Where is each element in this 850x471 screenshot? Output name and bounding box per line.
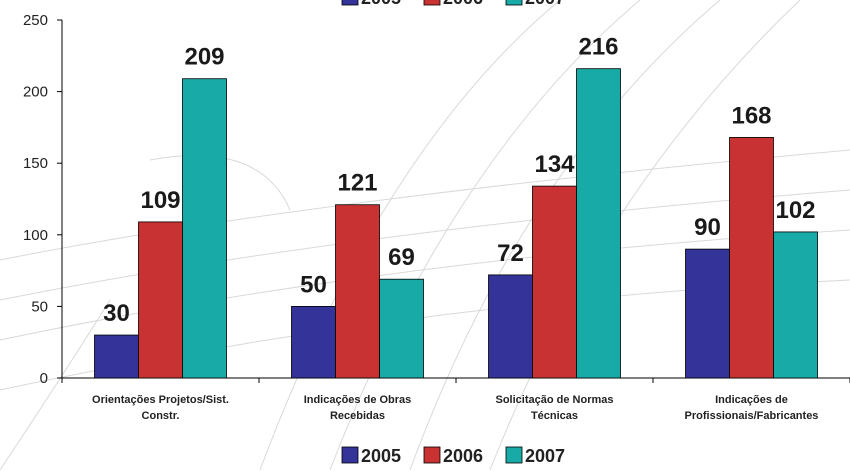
background-curve	[489, 0, 801, 471]
x-axis	[61, 377, 850, 383]
category-label-line: Recebidas	[330, 410, 385, 422]
data-label: 102	[775, 197, 815, 224]
data-label: 109	[140, 187, 180, 214]
bar-2005	[94, 334, 139, 379]
bar-2005	[291, 305, 336, 379]
legend-bottom: 2005 2006 2007	[341, 446, 565, 466]
bar-2006	[138, 221, 183, 379]
bar-2006	[729, 137, 774, 379]
category-label-line: Indicações de Obras	[304, 394, 412, 406]
y-tick-label: 150	[23, 155, 48, 172]
bar-2005	[685, 248, 730, 379]
data-label: 121	[337, 170, 377, 197]
data-label: 209	[184, 44, 224, 71]
legend-label-2005: 2005	[361, 446, 401, 466]
category-label-line: Profissionais/Fabricantes	[685, 410, 819, 422]
legend-swatch-2007	[505, 0, 523, 6]
legend-top: 2005 2006 2007	[341, 0, 565, 8]
y-axis: 0 50 100 150 200 250	[23, 12, 63, 387]
background-curve	[149, 155, 291, 211]
background-curve	[0, 229, 850, 341]
category-labels: Orientações Projetos/Sist. Constr. Indicaç…	[92, 394, 818, 422]
category-label: Indicações de Profissionais/Fabricantes	[685, 394, 819, 422]
y-tick-label: 0	[40, 370, 48, 387]
y-tick-label: 200	[23, 84, 48, 101]
category-label-line: Constr.	[142, 410, 180, 422]
category-label: Orientações Projetos/Sist. Constr.	[92, 394, 229, 422]
y-tick-label: 250	[23, 12, 48, 29]
legend-swatch-2006	[423, 446, 441, 464]
data-label: 50	[300, 271, 327, 298]
legend-label-2007: 2007	[525, 0, 565, 8]
y-tick-label: 100	[23, 227, 48, 244]
data-label: 90	[694, 214, 721, 241]
data-label: 216	[578, 34, 618, 61]
bars	[94, 68, 818, 379]
y-tick-label: 50	[31, 298, 48, 315]
legend-swatch-2005	[341, 446, 359, 464]
data-labels: 30 109 209 50 121 69 72 134 216 90 168 102	[103, 34, 815, 327]
legend-swatch-2006	[423, 0, 441, 6]
data-label: 30	[103, 300, 130, 327]
legend-label-2005: 2005	[361, 0, 401, 8]
category-label-line: Técnicas	[531, 410, 578, 422]
data-label: 69	[388, 244, 415, 271]
data-label: 168	[731, 102, 771, 129]
data-label: 134	[534, 151, 575, 178]
category-label-line: Indicações de	[715, 394, 788, 406]
bar-2007	[379, 278, 424, 379]
background-curve	[329, 0, 641, 471]
bar-2007	[576, 68, 621, 379]
background-curve	[0, 189, 850, 301]
legend-swatch-2007	[505, 446, 523, 464]
background-curve	[0, 299, 111, 471]
bar-2007	[773, 231, 818, 379]
data-label: 72	[497, 240, 524, 267]
legend-label-2007: 2007	[525, 446, 565, 466]
background-curve	[259, 0, 561, 471]
bar-2005	[488, 274, 533, 379]
bar-2007	[182, 78, 227, 379]
category-label: Indicações de Obras Recebidas	[304, 394, 412, 422]
legend-label-2006: 2006	[443, 446, 483, 466]
category-label: Solicitação de Normas Técnicas	[496, 394, 614, 422]
category-label-line: Solicitação de Normas	[496, 394, 614, 406]
legend-label-2006: 2006	[443, 0, 483, 8]
background-curve	[0, 149, 850, 261]
category-label-line: Orientações Projetos/Sist.	[92, 394, 229, 406]
legend-swatch-2005	[341, 0, 359, 6]
bar-2006	[532, 185, 577, 379]
bar-2006	[335, 204, 380, 379]
